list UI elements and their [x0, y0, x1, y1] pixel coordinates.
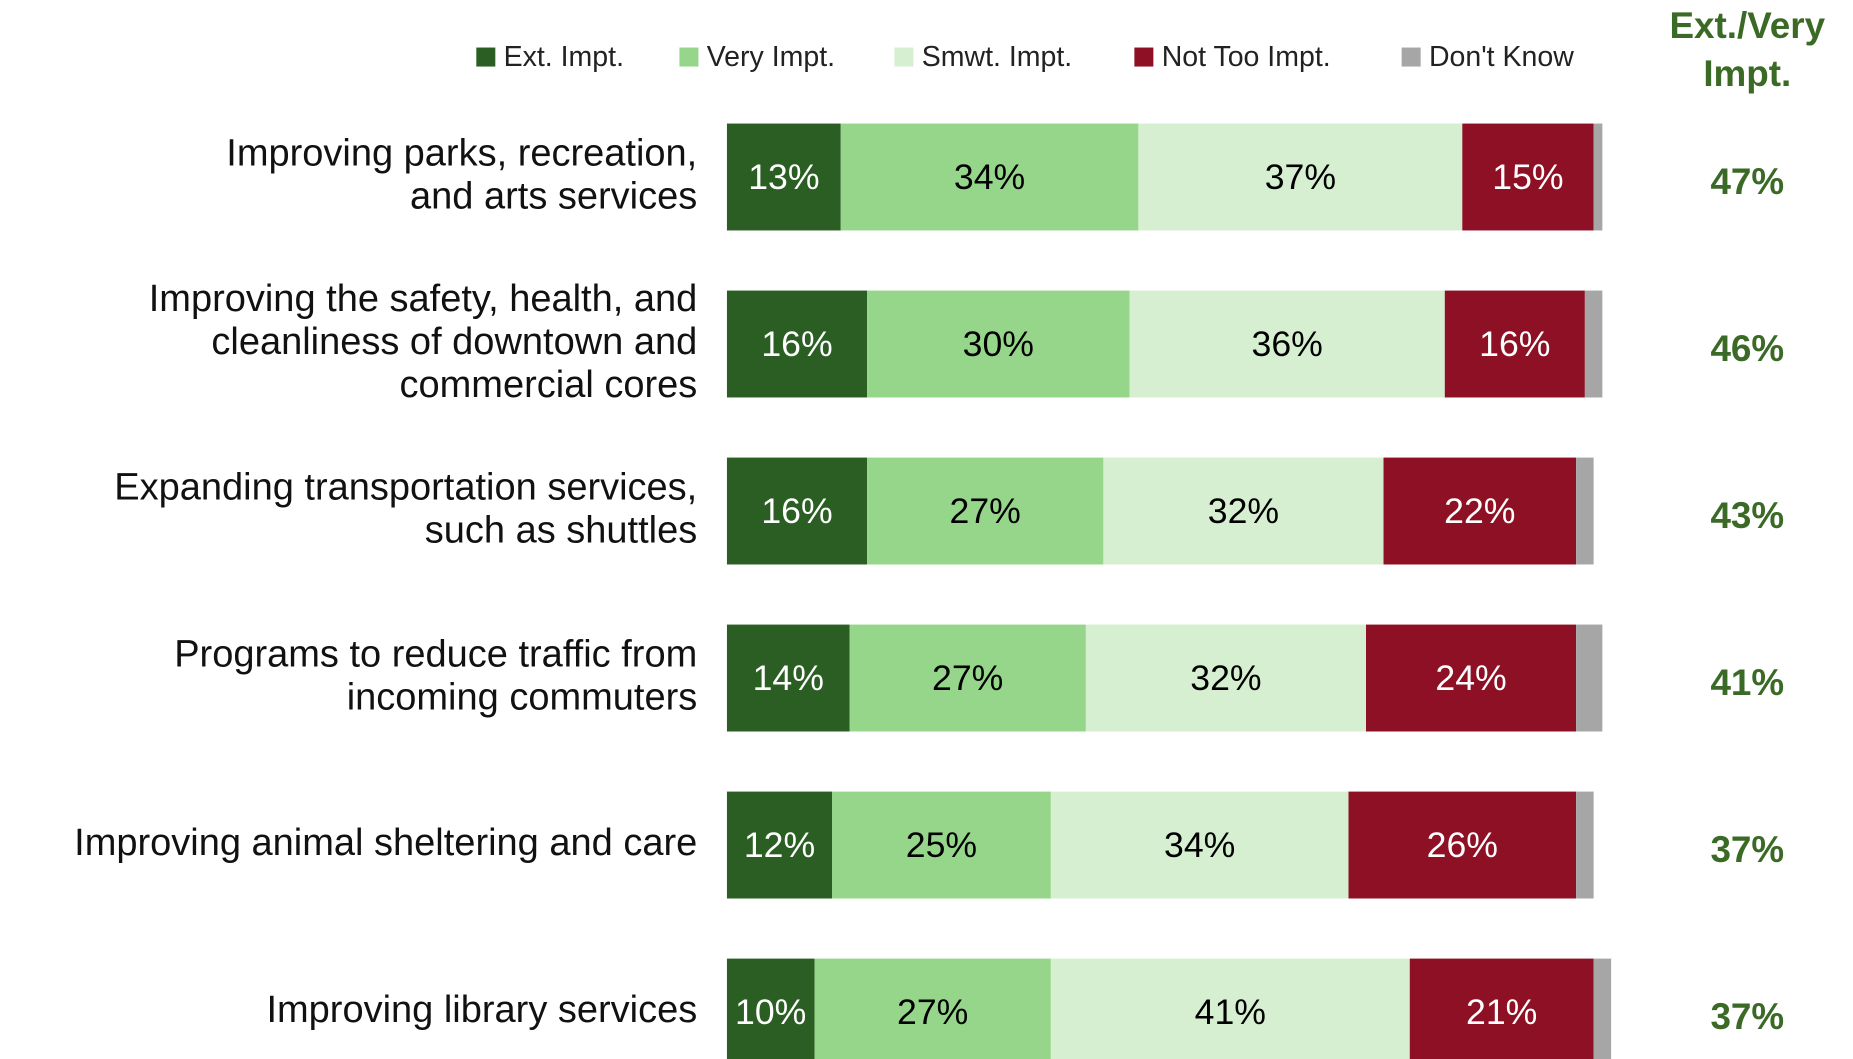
bar-segment — [726, 123, 841, 231]
bar-value-label: 22% — [1444, 491, 1515, 531]
bar-segment — [1366, 624, 1577, 732]
bar-segment — [1444, 290, 1585, 398]
bar-segment — [1593, 123, 1603, 231]
category-line: cleanliness of downtown and — [211, 321, 697, 363]
bar-value-label: 27% — [897, 992, 968, 1032]
bar-segment — [1409, 958, 1594, 1059]
bar-segment — [814, 958, 1051, 1059]
bar-value-label: 37% — [1265, 157, 1336, 197]
totals-title: Ext./Very — [1670, 5, 1826, 46]
bar-segment — [1103, 457, 1384, 565]
total-value: 46% — [1710, 328, 1784, 369]
category-line: Programs to reduce traffic from — [174, 634, 697, 676]
bar-value-label: 13% — [748, 157, 819, 197]
bar-value-label: 14% — [753, 658, 824, 698]
bar-segment — [726, 958, 815, 1059]
total-value: 43% — [1710, 495, 1784, 536]
total-value: 41% — [1710, 662, 1784, 703]
bar-value-label: 41% — [1195, 992, 1266, 1032]
total-value: 37% — [1710, 996, 1784, 1037]
bar-value-label: 16% — [761, 491, 832, 531]
category-label: Improving library services — [266, 989, 697, 1031]
bar-value-label: 12% — [744, 825, 815, 865]
bar-segment — [1576, 624, 1603, 732]
bar-value-label: 32% — [1208, 491, 1279, 531]
bar-value-label: 16% — [1479, 324, 1550, 364]
bar-value-label: 34% — [1164, 825, 1235, 865]
category-label: Expanding transportation services, such a… — [114, 467, 697, 552]
bar-segment — [1129, 290, 1445, 398]
legend-swatch — [1134, 47, 1154, 67]
bar-value-label: 32% — [1190, 658, 1261, 698]
category-line: Improving parks, recreation, — [226, 133, 697, 175]
category-label: Improving animal sheltering and care — [74, 822, 697, 864]
category-line: Improving the safety, health, and — [149, 278, 698, 320]
legend-swatch — [476, 47, 496, 67]
bar-segment — [867, 457, 1104, 565]
bar-segment — [1576, 457, 1594, 565]
bar-value-label: 16% — [761, 324, 832, 364]
bar-segment — [1383, 457, 1577, 565]
legend-swatch — [894, 47, 914, 67]
bar-value-label: 24% — [1435, 658, 1506, 698]
bar-value-label: 15% — [1492, 157, 1563, 197]
category-label: Improving the safety, health, and cleanli… — [149, 278, 698, 406]
bar-value-label: 25% — [906, 825, 977, 865]
bar-segment — [840, 123, 1139, 231]
bar-segment — [726, 624, 850, 732]
legend-label: Not Too Impt. — [1162, 41, 1331, 73]
category-label: Improving parks, recreation, and arts ser… — [226, 133, 697, 218]
bar-segment — [849, 624, 1086, 732]
total-value: 47% — [1710, 161, 1784, 202]
bar-segment — [1138, 123, 1463, 231]
legend-label: Very Impt. — [707, 41, 835, 73]
bar-segment — [1462, 123, 1594, 231]
legend-label: Ext. Impt. — [504, 41, 624, 73]
bar-segment — [726, 290, 868, 398]
category-line: Improving animal sheltering and care — [74, 822, 697, 864]
bar-value-label: 27% — [950, 491, 1021, 531]
category-line: incoming commuters — [347, 676, 698, 718]
bar-segment — [867, 290, 1130, 398]
category-line: Improving library services — [266, 989, 697, 1031]
category-line: Expanding transportation services, — [114, 467, 697, 509]
bar-segment — [1593, 958, 1612, 1059]
bar-value-label: 30% — [963, 324, 1034, 364]
category-line: commercial cores — [400, 364, 698, 406]
bar-value-label: 10% — [735, 992, 806, 1032]
legend-swatch — [679, 47, 699, 67]
bar-value-label: 26% — [1427, 825, 1498, 865]
bar-value-label: 27% — [932, 658, 1003, 698]
legend-label: Smwt. Impt. — [922, 41, 1072, 73]
category-label: Programs to reduce traffic from incoming … — [174, 634, 697, 719]
bar-segment — [1584, 290, 1603, 398]
bar-segment — [1085, 624, 1367, 732]
bar-segment — [831, 791, 1051, 899]
legend-label: Don't Know — [1429, 41, 1574, 73]
category-line: and arts services — [410, 175, 697, 217]
bar-value-label: 34% — [954, 157, 1025, 197]
total-value: 37% — [1710, 829, 1784, 870]
bar-segment — [726, 457, 868, 565]
bar-segment — [726, 791, 832, 899]
totals-title: Impt. — [1703, 53, 1791, 94]
bar-segment — [1348, 791, 1577, 899]
legend-swatch — [1401, 47, 1421, 67]
bar-value-label: 36% — [1252, 324, 1323, 364]
bar-segment — [1050, 958, 1410, 1059]
bar-value-label: 21% — [1466, 992, 1537, 1032]
bar-segment — [1576, 791, 1594, 899]
category-line: such as shuttles — [425, 509, 697, 551]
bar-segment — [1050, 791, 1349, 899]
